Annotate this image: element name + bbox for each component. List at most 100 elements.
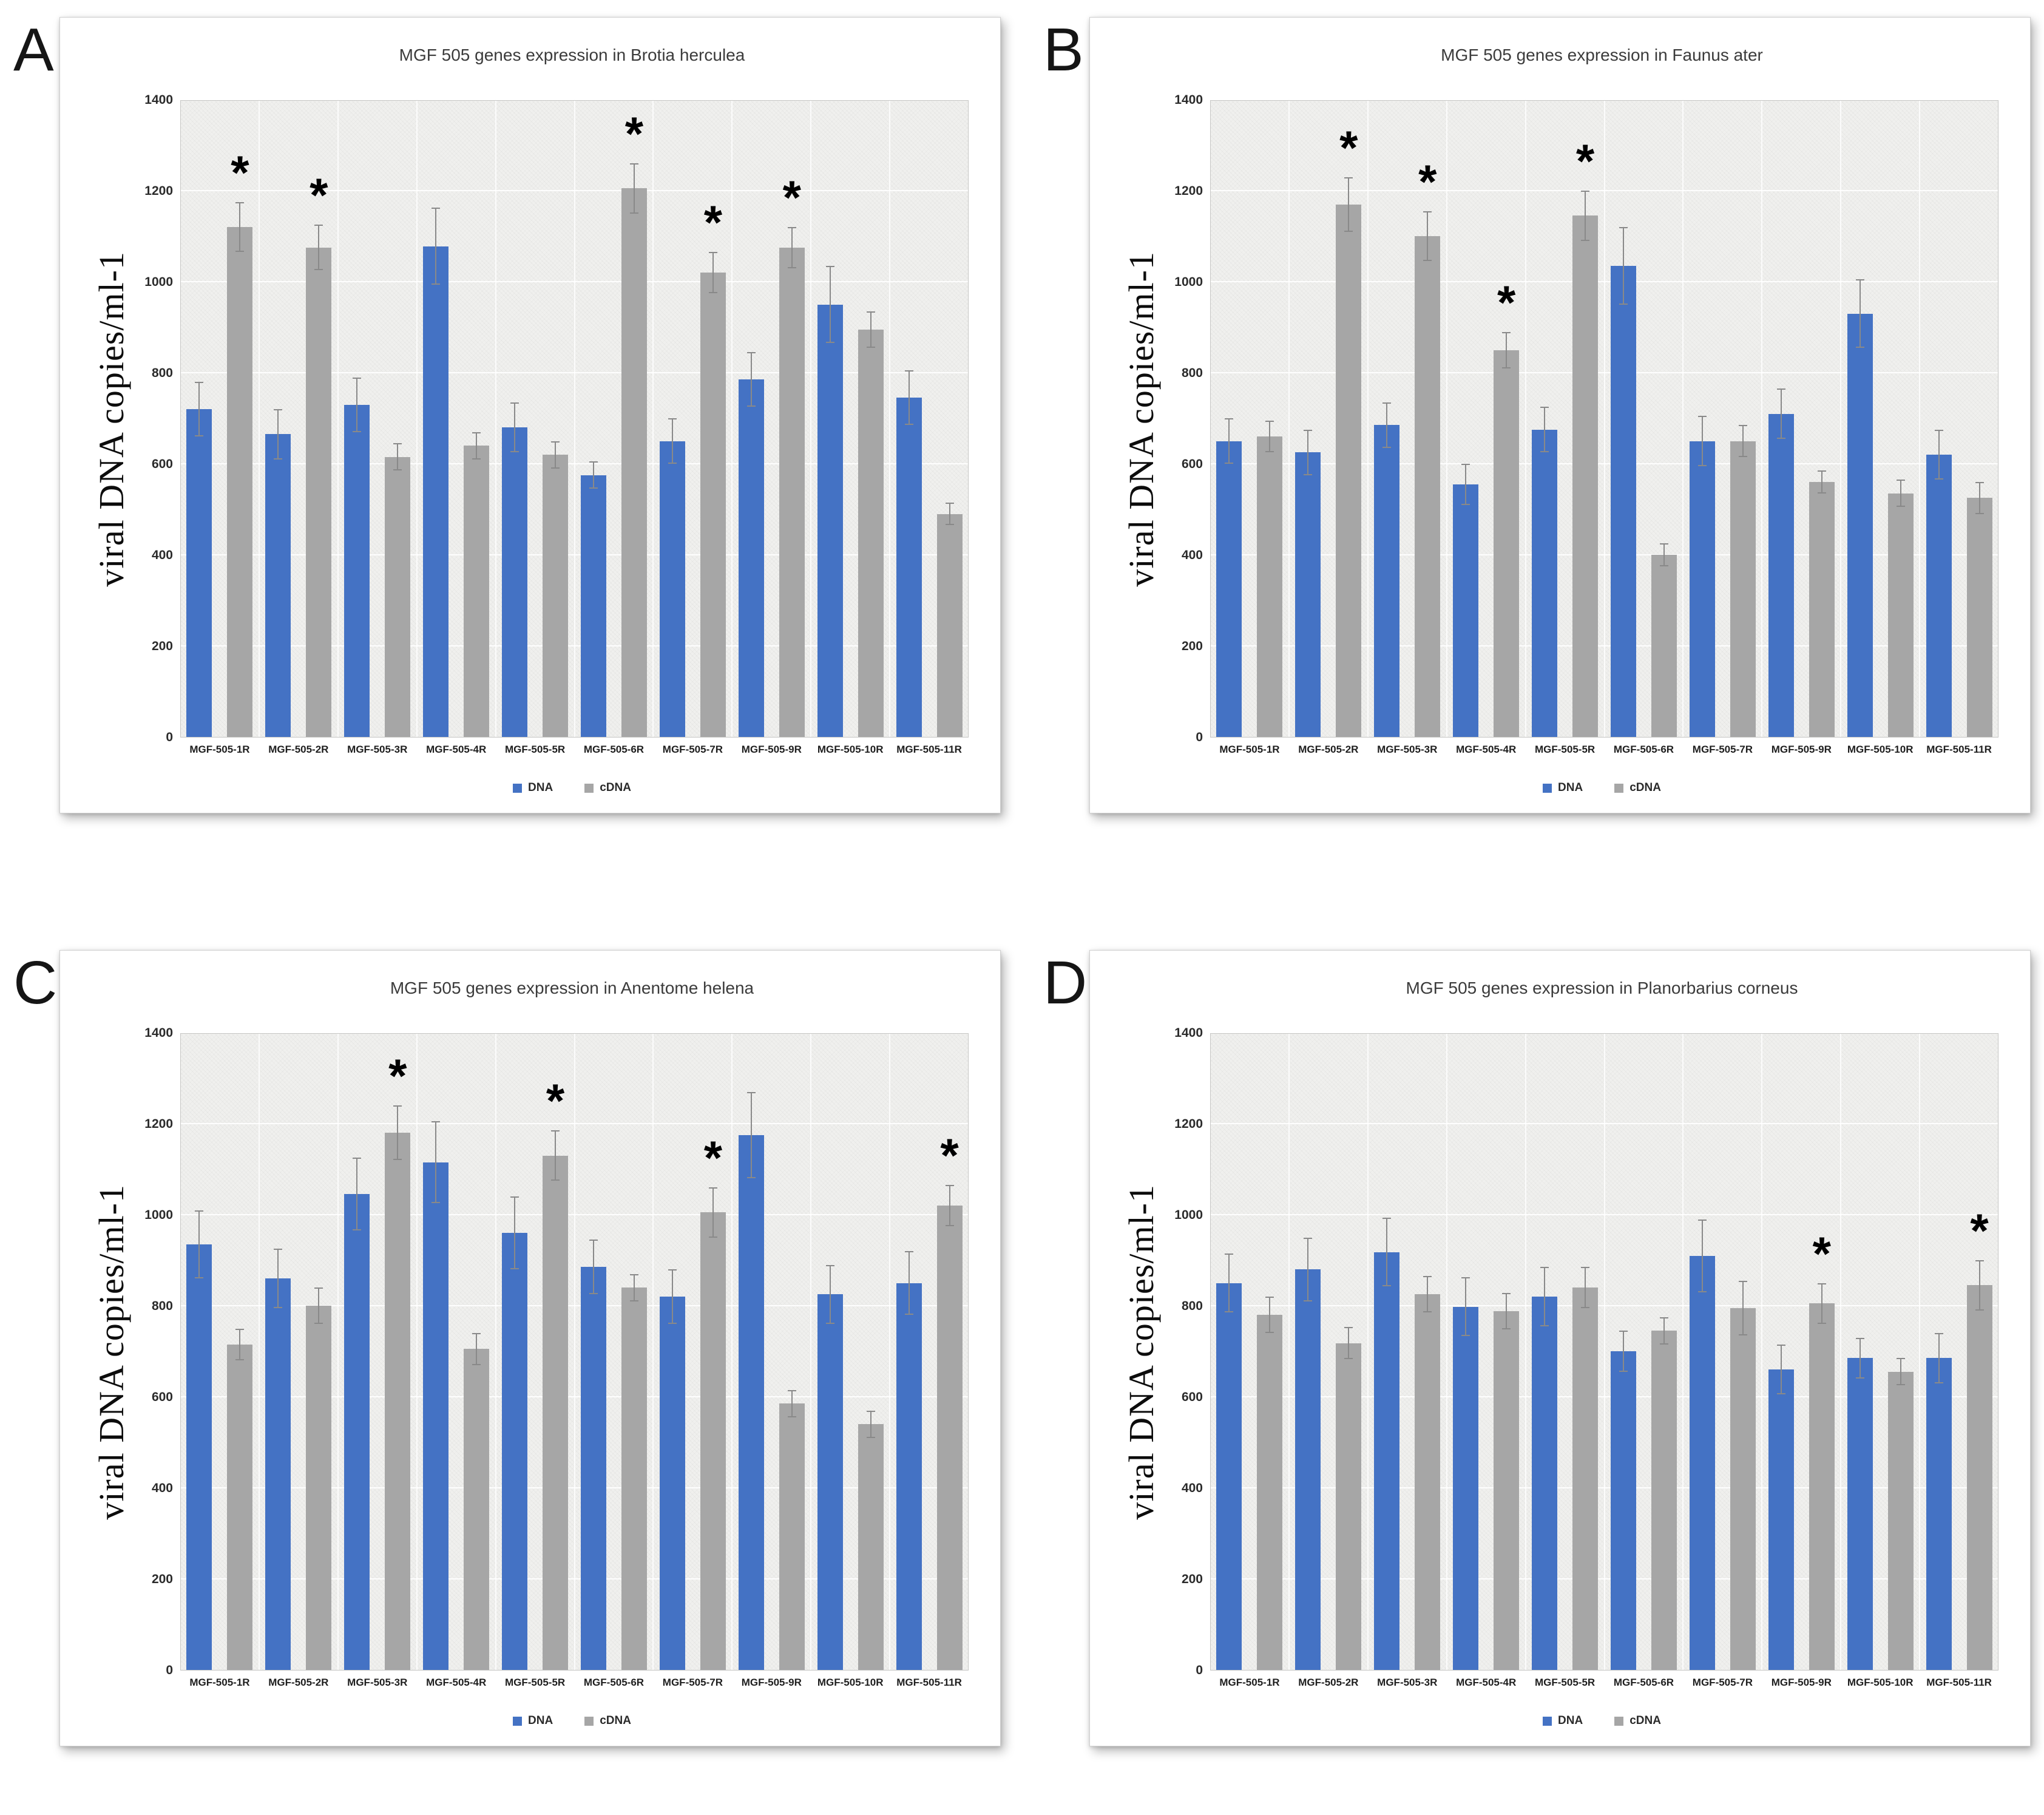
bar-cdna: [858, 311, 884, 737]
legend-swatch: [513, 783, 523, 793]
bar-cdna: [621, 1274, 647, 1670]
bar-dna: [580, 461, 606, 737]
bar-cdna: [1730, 425, 1756, 737]
bar-dna: [265, 409, 291, 737]
bar-group: *: [496, 1034, 575, 1670]
chart-area: viral DNA copies/ml-1 0 200 400 600 800 1000 1…: [1114, 1026, 1998, 1677]
bar-dna: [1532, 1267, 1558, 1670]
error-bar: [1896, 1358, 1905, 1386]
bar-dna: [502, 402, 528, 737]
error-bar: [314, 1287, 323, 1324]
error-bar: [825, 265, 834, 344]
legend: DNA cDNA: [175, 1714, 969, 1731]
bar-cdna: *: [1336, 124, 1362, 737]
error-bar: [1738, 1280, 1747, 1335]
bar-dna: [896, 370, 922, 737]
bar-dna: [1216, 418, 1242, 737]
bar-cdna: [543, 441, 569, 737]
bar-cdna: [858, 1410, 884, 1670]
legend-label: cDNA: [600, 1714, 631, 1727]
y-axis-title-wrap: viral DNA copies/ml-1: [1114, 100, 1168, 738]
error-bar: [904, 1251, 913, 1315]
bar-group: *: [733, 101, 812, 737]
error-bar: [589, 461, 598, 489]
legend-item: DNA: [1543, 1714, 1583, 1728]
y-tick-label: 800: [151, 366, 173, 380]
panel-letter: C: [13, 949, 58, 1017]
bar-dna: [1453, 1277, 1479, 1670]
legend: DNA cDNA: [1205, 781, 1998, 798]
y-tick-label: 0: [166, 1663, 173, 1677]
error-bar: [1225, 418, 1234, 464]
significance-asterisk: *: [1970, 1204, 1989, 1257]
bar-group: [1211, 1034, 1290, 1670]
significance-asterisk: *: [310, 168, 328, 222]
bar-group: [339, 101, 418, 737]
significance-asterisk: *: [703, 195, 723, 249]
error-bar: [274, 1249, 283, 1308]
y-axis-ticks: 0 200 400 600 800 1000 1200 1400: [138, 93, 180, 744]
error-bar: [472, 1333, 481, 1365]
significance-asterisk: *: [1812, 1226, 1831, 1280]
x-category-label: MGF-505-3R: [1377, 1677, 1438, 1688]
y-tick-label: 600: [151, 1390, 173, 1404]
bar-cdna: [1809, 470, 1835, 737]
error-bar: [1581, 1267, 1590, 1308]
bar-dna: [1610, 1331, 1636, 1670]
bar-cdna: [1415, 1276, 1441, 1670]
x-axis-labels: MGF-505-1R MGF-505-2R MGF-505-3R MGF-505-4R…: [1210, 1677, 1998, 1689]
gridline: [181, 1032, 968, 1033]
error-bar: [1344, 177, 1353, 232]
error-bar: [589, 1240, 598, 1295]
x-category-label: MGF-505-4R: [1456, 1677, 1517, 1688]
panel-letter: D: [1043, 949, 1088, 1017]
legend-item: DNA: [1543, 781, 1583, 795]
x-category-label: MGF-505-6R: [583, 744, 645, 755]
bar-group: [1684, 1034, 1763, 1670]
significance-asterisk: *: [782, 171, 801, 224]
significance-asterisk: *: [1497, 275, 1516, 329]
y-tick-label: 1000: [1174, 1208, 1203, 1222]
chart-area: viral DNA copies/ml-1 0 200 400 600 800 1000 1…: [84, 1026, 969, 1677]
bar-cdna: [1257, 420, 1283, 737]
x-category-label: MGF-505-3R: [347, 1677, 408, 1688]
error-bar: [510, 402, 519, 453]
error-bar: [1776, 388, 1785, 439]
error-bar: [1461, 1277, 1470, 1337]
error-bar: [314, 225, 323, 271]
x-category-label: MGF-505-1R: [1219, 744, 1280, 755]
significance-asterisk: *: [1339, 120, 1358, 174]
y-tick-label: 1200: [144, 1117, 173, 1131]
x-category-label: MGF-505-10R: [1847, 744, 1914, 755]
legend-label: cDNA: [600, 781, 631, 794]
bar-group: [1841, 1034, 1921, 1670]
legend-swatch: [584, 783, 594, 793]
x-category-label: MGF-505-10R: [817, 744, 884, 755]
bar-group: *: [1447, 101, 1526, 737]
error-bar: [1975, 1260, 1984, 1311]
bar-group: *: [1920, 1034, 1998, 1670]
error-bar: [746, 352, 756, 407]
y-tick-label: 800: [151, 1299, 173, 1313]
error-bar: [1423, 1276, 1432, 1313]
bar-group: [1369, 1034, 1447, 1670]
x-category-label: MGF-505-2R: [268, 744, 329, 755]
legend-item: cDNA: [584, 1714, 631, 1728]
error-bar: [1265, 1297, 1274, 1333]
x-category-label: MGF-505-3R: [347, 744, 408, 755]
x-category-label: MGF-505-5R: [1534, 744, 1596, 755]
bar-dna: [1768, 388, 1794, 737]
y-axis-title-wrap: viral DNA copies/ml-1: [84, 100, 138, 738]
chart-area: viral DNA copies/ml-1 0 200 400 600 800 1000 1…: [84, 93, 969, 744]
y-tick-label: 1000: [1174, 275, 1203, 289]
error-bar: [1304, 1237, 1313, 1301]
error-bar: [1697, 416, 1707, 466]
bar-group: [575, 1034, 654, 1670]
bar-dna: [423, 1121, 449, 1670]
x-category-label: MGF-505-7R: [1692, 744, 1753, 755]
bar-dna: [738, 1091, 764, 1670]
legend-item: cDNA: [1614, 781, 1661, 795]
x-category-label: MGF-505-4R: [426, 1677, 487, 1688]
x-category-label: MGF-505-11R: [896, 1677, 962, 1688]
error-bar: [1225, 1253, 1234, 1313]
